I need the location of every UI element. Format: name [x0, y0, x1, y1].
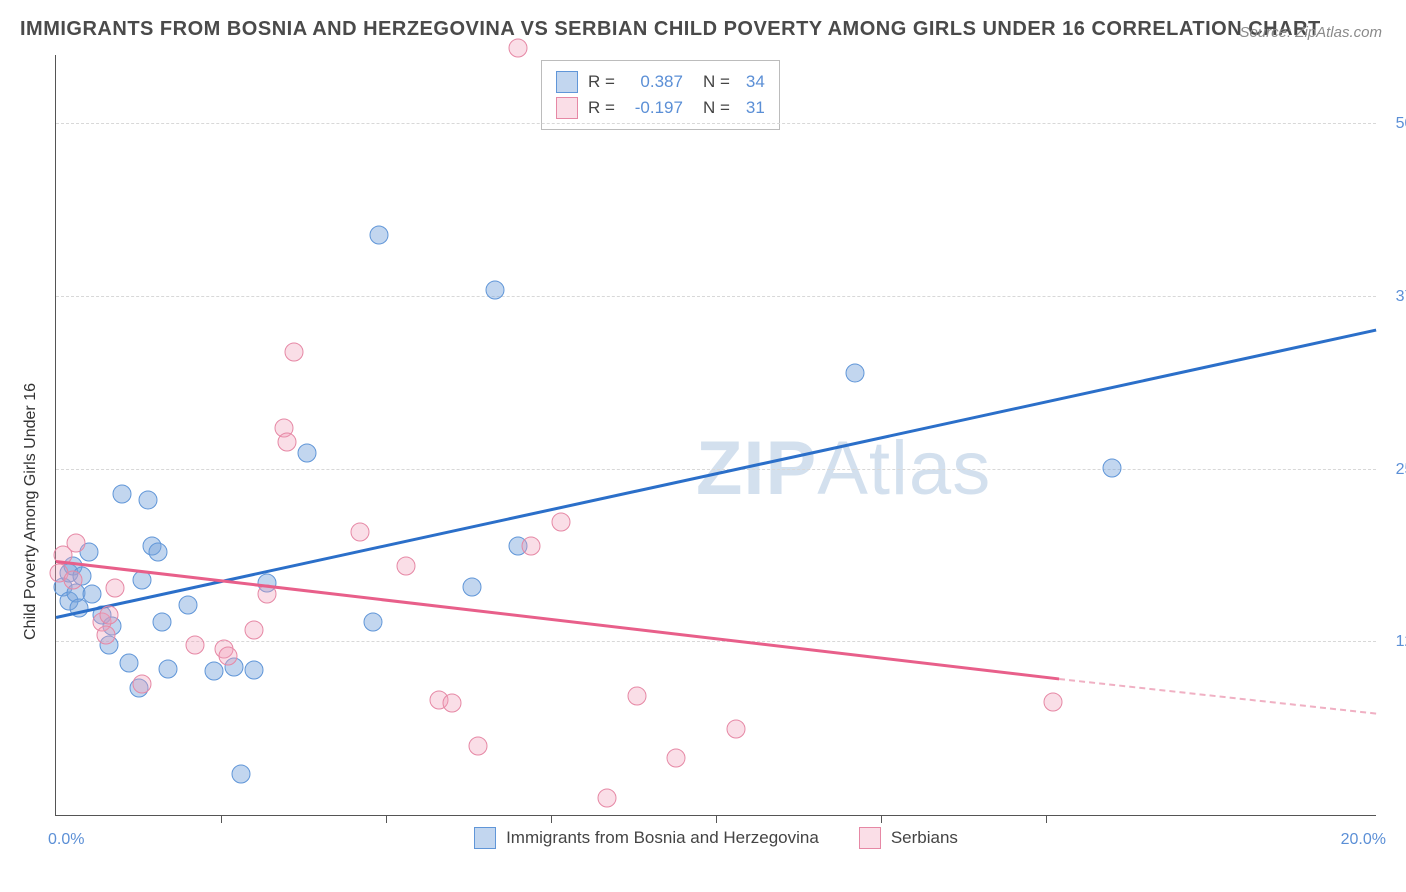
legend-n-value-pink: 31	[746, 98, 765, 118]
x-tick	[716, 815, 717, 823]
data-point	[231, 764, 250, 783]
data-point	[106, 579, 125, 598]
legend-item-pink: Serbians	[859, 827, 958, 849]
y-tick-label: 37.5%	[1396, 288, 1406, 306]
data-point	[278, 432, 297, 451]
x-axis-max-label: 20.0%	[1341, 831, 1386, 849]
y-tick-label: 50.0%	[1396, 115, 1406, 133]
data-point	[297, 443, 316, 462]
gridline	[56, 469, 1376, 470]
gridline	[56, 641, 1376, 642]
data-point	[1103, 459, 1122, 478]
y-tick-label: 25.0%	[1396, 461, 1406, 479]
x-axis-min-label: 0.0%	[48, 831, 84, 849]
legend-row-pink: R = -0.197 N = 31	[556, 95, 765, 121]
data-point	[179, 595, 198, 614]
legend-row-blue: R = 0.387 N = 34	[556, 69, 765, 95]
data-point	[96, 626, 115, 645]
data-point	[132, 674, 151, 693]
x-tick	[1046, 815, 1047, 823]
data-point	[205, 662, 224, 681]
data-point	[83, 584, 102, 603]
data-point	[370, 225, 389, 244]
data-point	[350, 522, 369, 541]
y-axis-label: Child Poverty Among Girls Under 16	[22, 383, 40, 640]
data-point	[139, 490, 158, 509]
legend-label-blue: Immigrants from Bosnia and Herzegovina	[506, 828, 819, 848]
data-point	[469, 736, 488, 755]
data-point	[245, 660, 264, 679]
trend-line	[56, 560, 1059, 680]
legend-r-label: R =	[588, 72, 615, 92]
data-point	[485, 280, 504, 299]
x-tick	[551, 815, 552, 823]
swatch-pink-icon	[556, 97, 578, 119]
trend-line-extension	[1059, 678, 1376, 715]
source-label: Source: ZipAtlas.com	[1239, 24, 1382, 41]
x-tick	[881, 815, 882, 823]
x-tick	[221, 815, 222, 823]
data-point	[598, 789, 617, 808]
data-point	[66, 533, 85, 552]
data-point	[152, 612, 171, 631]
legend-label-pink: Serbians	[891, 828, 958, 848]
legend-r-label: R =	[588, 98, 615, 118]
swatch-blue-icon	[474, 827, 496, 849]
data-point	[522, 536, 541, 555]
data-point	[443, 694, 462, 713]
data-point	[667, 749, 686, 768]
data-point	[284, 343, 303, 362]
legend-item-blue: Immigrants from Bosnia and Herzegovina	[474, 827, 819, 849]
data-point	[159, 659, 178, 678]
data-point	[396, 557, 415, 576]
data-point	[462, 578, 481, 597]
data-point	[363, 612, 382, 631]
data-point	[726, 720, 745, 739]
data-point	[509, 39, 528, 58]
x-tick	[386, 815, 387, 823]
series-legend: Immigrants from Bosnia and Herzegovina S…	[56, 827, 1376, 849]
gridline	[56, 123, 1376, 124]
legend-r-value-pink: -0.197	[625, 98, 683, 118]
data-point	[63, 571, 82, 590]
chart-title: IMMIGRANTS FROM BOSNIA AND HERZEGOVINA V…	[20, 18, 1321, 41]
legend-r-value-blue: 0.387	[625, 72, 683, 92]
chart-plot-area: ZIPAtlas R = 0.387 N = 34 R = -0.197 N =…	[55, 55, 1376, 816]
data-point	[149, 543, 168, 562]
data-point	[845, 363, 864, 382]
legend-n-value-blue: 34	[746, 72, 765, 92]
swatch-pink-icon	[859, 827, 881, 849]
data-point	[99, 605, 118, 624]
data-point	[627, 687, 646, 706]
data-point	[185, 636, 204, 655]
data-point	[113, 485, 132, 504]
data-point	[551, 513, 570, 532]
trend-line	[56, 329, 1377, 619]
data-point	[218, 647, 237, 666]
y-tick-label: 12.5%	[1396, 633, 1406, 651]
data-point	[245, 620, 264, 639]
legend-n-label: N =	[703, 72, 730, 92]
swatch-blue-icon	[556, 71, 578, 93]
correlation-legend: R = 0.387 N = 34 R = -0.197 N = 31	[541, 60, 780, 130]
data-point	[1043, 692, 1062, 711]
gridline	[56, 296, 1376, 297]
data-point	[119, 654, 138, 673]
legend-n-label: N =	[703, 98, 730, 118]
